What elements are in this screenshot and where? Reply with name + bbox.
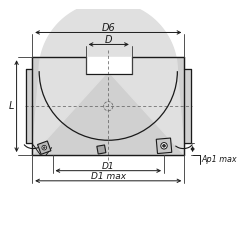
Polygon shape (184, 69, 191, 143)
Text: D: D (105, 35, 113, 45)
Text: Ap1 max: Ap1 max (202, 155, 237, 164)
Polygon shape (108, 2, 184, 155)
Circle shape (161, 143, 167, 149)
Circle shape (163, 144, 165, 147)
Circle shape (43, 147, 45, 149)
Polygon shape (156, 138, 172, 154)
Polygon shape (26, 69, 32, 143)
Text: D1: D1 (102, 162, 114, 171)
Polygon shape (32, 2, 108, 155)
Polygon shape (97, 145, 106, 154)
Text: D1 max: D1 max (91, 172, 126, 181)
Polygon shape (32, 57, 184, 155)
Circle shape (42, 145, 47, 150)
Polygon shape (37, 141, 51, 154)
Text: L: L (8, 101, 14, 111)
Text: D6: D6 (101, 23, 115, 33)
Polygon shape (86, 57, 132, 74)
